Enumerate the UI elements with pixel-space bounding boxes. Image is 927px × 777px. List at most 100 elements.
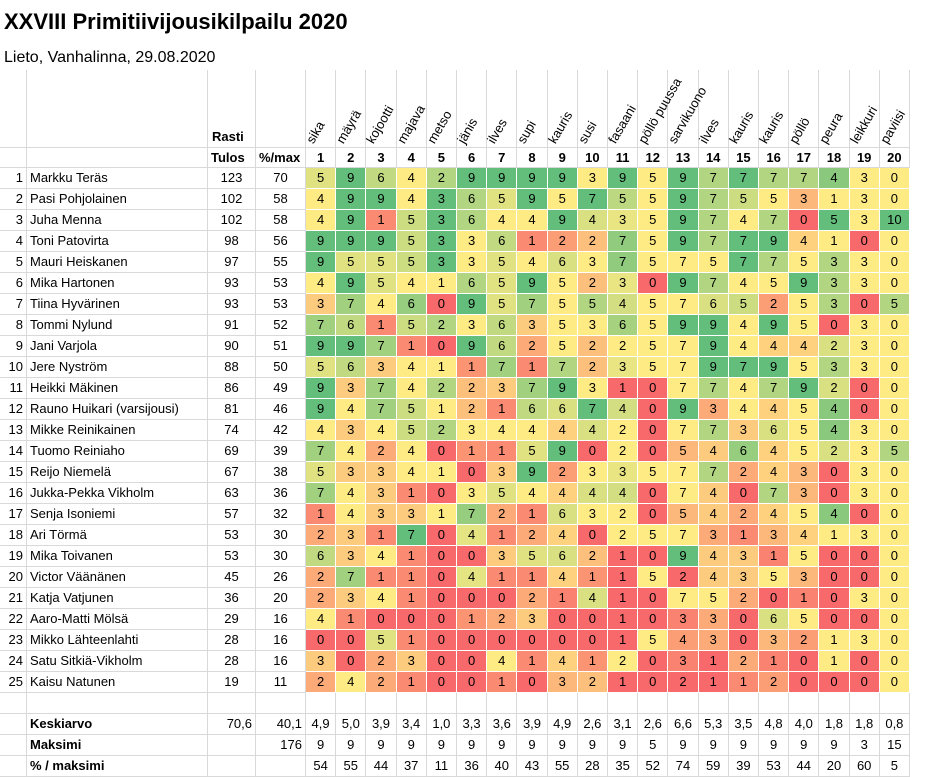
score: 1: [396, 588, 427, 609]
score: 6: [457, 210, 488, 231]
score: 9: [517, 273, 548, 294]
score: 5: [638, 630, 669, 651]
pctmax-row-value: 55: [547, 756, 578, 777]
tulos: 45: [208, 567, 256, 588]
tulos: 53: [208, 525, 256, 546]
score: 5: [306, 357, 337, 378]
pctmax-row-value: 59: [698, 756, 729, 777]
score: 5: [759, 189, 790, 210]
pct: 30: [256, 525, 306, 546]
score: 5: [759, 567, 790, 588]
score: 9: [336, 273, 367, 294]
score: 4: [819, 168, 850, 189]
name: Mikko Lähteenlahti: [27, 630, 208, 651]
score: 0: [879, 567, 910, 588]
score: 1: [517, 651, 548, 672]
score: 3: [608, 210, 639, 231]
rank: 8: [0, 315, 27, 336]
score: 4: [336, 441, 367, 462]
score: 4: [668, 630, 699, 651]
score: 3: [789, 567, 820, 588]
score: 6: [396, 294, 427, 315]
score: 0: [426, 336, 457, 357]
score: 5: [396, 252, 427, 273]
score: 7: [306, 315, 337, 336]
score: 9: [336, 231, 367, 252]
score: 1: [366, 210, 397, 231]
score: 2: [426, 378, 457, 399]
score: 5: [396, 399, 427, 420]
score: 9: [336, 168, 367, 189]
score: 7: [668, 462, 699, 483]
score: 4: [517, 252, 548, 273]
rank: 24: [0, 651, 27, 672]
score: 9: [698, 357, 729, 378]
score: 5: [547, 315, 578, 336]
name: Heikki Mäkinen: [27, 378, 208, 399]
score: 9: [789, 273, 820, 294]
tulos: 28: [208, 651, 256, 672]
header-cell: [879, 70, 910, 148]
score: 4: [698, 504, 729, 525]
pctmax-row-tulos: [208, 756, 256, 777]
score: 3: [426, 252, 457, 273]
score: 1: [396, 483, 427, 504]
pctmax-row-value: 44: [789, 756, 820, 777]
score: 0: [849, 546, 880, 567]
score: 6: [457, 189, 488, 210]
score: 6: [487, 231, 518, 252]
score: 9: [759, 315, 790, 336]
score: 0: [849, 609, 880, 630]
tulos: 102: [208, 189, 256, 210]
name: Mika Toivanen: [27, 546, 208, 567]
score: 4: [457, 567, 488, 588]
score: 2: [487, 504, 518, 525]
max-row-value: 3: [849, 735, 880, 756]
rank: 13: [0, 420, 27, 441]
score: 9: [366, 231, 397, 252]
score: 3: [366, 483, 397, 504]
score: 3: [819, 252, 850, 273]
score: 2: [728, 462, 759, 483]
score: 3: [547, 672, 578, 693]
rank: 2: [0, 189, 27, 210]
pctmax-row-value: 74: [668, 756, 699, 777]
header-cell: [759, 70, 790, 148]
tulos: 74: [208, 420, 256, 441]
score: 3: [789, 189, 820, 210]
score: 6: [547, 546, 578, 567]
blank-cell: [698, 693, 729, 714]
max-row-value: 9: [426, 735, 457, 756]
score: 3: [789, 483, 820, 504]
rank: 6: [0, 273, 27, 294]
score: 2: [819, 441, 850, 462]
rank: 9: [0, 336, 27, 357]
score: 5: [789, 399, 820, 420]
name: Reijo Niemelä: [27, 462, 208, 483]
average-row-value: 2,6: [577, 714, 608, 735]
score: 4: [396, 441, 427, 462]
score: 5: [698, 588, 729, 609]
score: 3: [457, 231, 488, 252]
column-number: 14: [698, 148, 729, 168]
score: 1: [517, 357, 548, 378]
score: 0: [849, 672, 880, 693]
pct: 70: [256, 168, 306, 189]
score: 7: [457, 504, 488, 525]
score: 0: [457, 651, 488, 672]
score: 0: [426, 609, 457, 630]
score: 2: [577, 231, 608, 252]
average-row-value: 3,6: [487, 714, 518, 735]
score: 4: [759, 336, 790, 357]
score: 4: [487, 651, 518, 672]
score: 5: [487, 483, 518, 504]
score: 9: [547, 378, 578, 399]
score: 3: [819, 273, 850, 294]
blank-cell: [426, 693, 457, 714]
score: 3: [668, 609, 699, 630]
rank: 16: [0, 483, 27, 504]
score: 3: [698, 630, 729, 651]
score: 3: [819, 294, 850, 315]
name: Pasi Pohjolainen: [27, 189, 208, 210]
score: 1: [426, 504, 457, 525]
